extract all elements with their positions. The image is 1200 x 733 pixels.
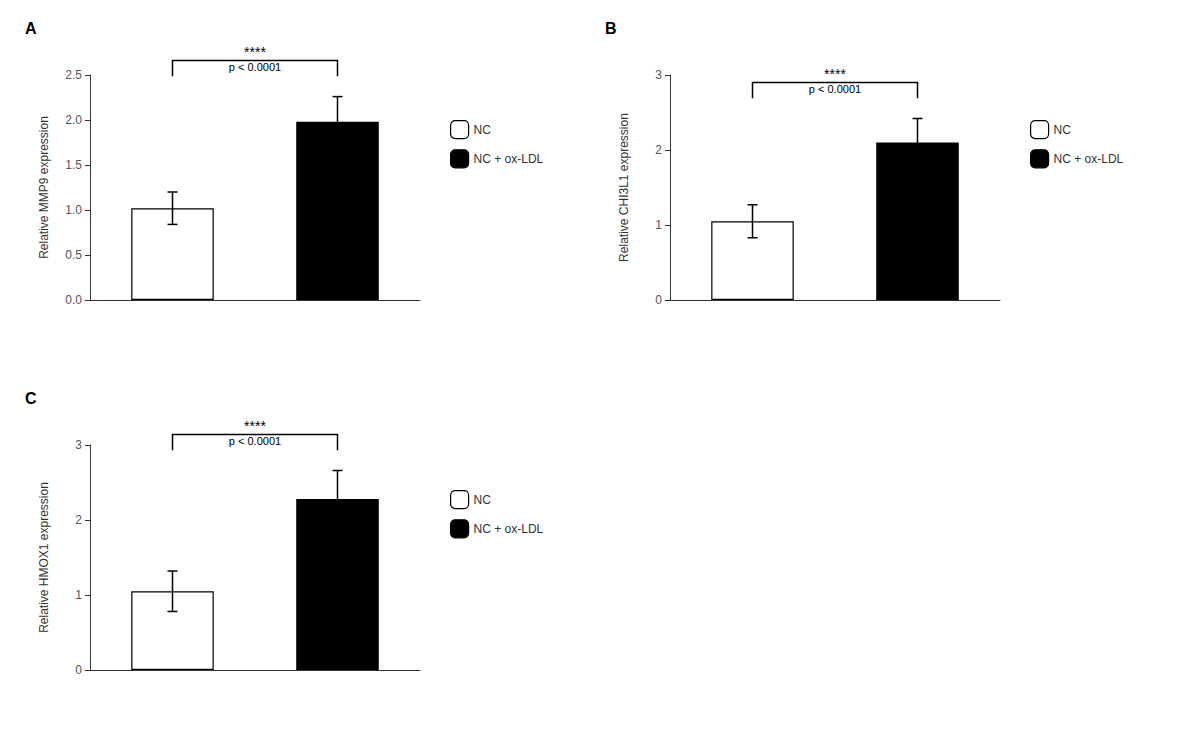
svg-text:Relative HMOX1 expression: Relative HMOX1 expression [37,482,51,633]
svg-text:NC: NC [474,493,492,507]
svg-text:p < 0.0001: p < 0.0001 [229,435,281,447]
svg-text:1.5: 1.5 [65,158,82,172]
svg-text:NC + ox-LDL: NC + ox-LDL [474,152,544,166]
svg-text:NC + ox-LDL: NC + ox-LDL [474,522,544,536]
svg-text:p < 0.0001: p < 0.0001 [809,83,861,95]
svg-text:A: A [25,20,37,37]
svg-text:****: **** [244,44,266,60]
svg-text:NC + ox-LDL: NC + ox-LDL [1054,152,1124,166]
svg-text:Relative MMP9 expression: Relative MMP9 expression [37,116,51,259]
svg-text:2: 2 [655,143,662,157]
svg-text:1: 1 [655,218,662,232]
svg-text:p < 0.0001: p < 0.0001 [229,61,281,73]
svg-text:1.0: 1.0 [65,203,82,217]
svg-text:2.0: 2.0 [65,113,82,127]
svg-text:1: 1 [75,588,82,602]
svg-text:3: 3 [655,68,662,82]
svg-text:****: **** [824,66,846,82]
svg-text:B: B [605,20,617,37]
svg-text:0: 0 [75,663,82,677]
svg-text:0.5: 0.5 [65,248,82,262]
svg-text:C: C [25,390,37,407]
svg-text:2.5: 2.5 [65,68,82,82]
svg-text:2: 2 [75,513,82,527]
svg-text:NC: NC [1054,123,1072,137]
svg-text:0.0: 0.0 [65,293,82,307]
svg-text:NC: NC [474,123,492,137]
svg-text:Relative CHI3L1 expression: Relative CHI3L1 expression [617,113,631,262]
svg-text:****: **** [244,418,266,434]
svg-text:3: 3 [75,438,82,452]
svg-text:0: 0 [655,293,662,307]
